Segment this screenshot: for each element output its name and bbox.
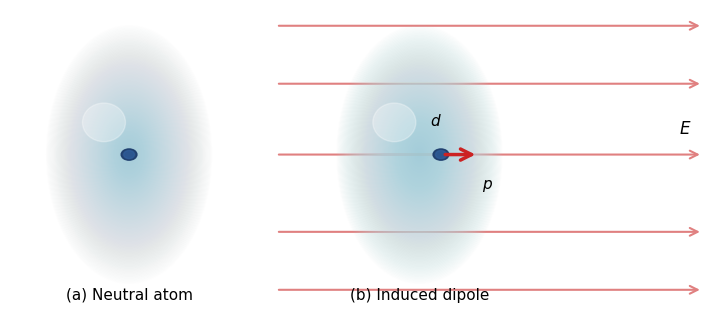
Ellipse shape: [113, 130, 145, 179]
Ellipse shape: [396, 117, 443, 192]
Ellipse shape: [379, 91, 460, 218]
Ellipse shape: [392, 112, 447, 197]
Ellipse shape: [414, 146, 425, 163]
Ellipse shape: [417, 150, 422, 159]
Ellipse shape: [389, 107, 450, 202]
Ellipse shape: [120, 140, 138, 169]
Ellipse shape: [100, 110, 158, 199]
Ellipse shape: [105, 117, 153, 192]
Ellipse shape: [119, 139, 139, 170]
Ellipse shape: [400, 125, 439, 185]
Ellipse shape: [92, 97, 166, 212]
Ellipse shape: [435, 151, 446, 159]
Ellipse shape: [413, 145, 426, 165]
Ellipse shape: [407, 135, 432, 175]
Ellipse shape: [116, 135, 142, 175]
Ellipse shape: [93, 99, 165, 210]
Ellipse shape: [382, 96, 457, 213]
Ellipse shape: [123, 146, 135, 163]
Ellipse shape: [402, 128, 437, 182]
Ellipse shape: [125, 149, 133, 160]
Ellipse shape: [393, 113, 446, 196]
Ellipse shape: [412, 143, 427, 166]
Ellipse shape: [397, 119, 442, 190]
Ellipse shape: [399, 123, 440, 186]
Ellipse shape: [102, 112, 156, 197]
Ellipse shape: [113, 129, 146, 180]
Ellipse shape: [386, 102, 453, 207]
Ellipse shape: [407, 136, 432, 173]
Ellipse shape: [118, 137, 140, 172]
Text: (a) Neutral atom: (a) Neutral atom: [65, 288, 193, 303]
Ellipse shape: [401, 126, 438, 183]
Ellipse shape: [105, 116, 154, 193]
Ellipse shape: [96, 103, 162, 206]
Ellipse shape: [117, 136, 141, 173]
Ellipse shape: [106, 119, 152, 190]
Ellipse shape: [409, 137, 430, 172]
Ellipse shape: [128, 153, 130, 156]
Ellipse shape: [97, 104, 161, 205]
Ellipse shape: [415, 147, 424, 162]
Ellipse shape: [99, 107, 159, 202]
Ellipse shape: [126, 150, 132, 159]
Ellipse shape: [109, 123, 149, 186]
Text: p: p: [483, 177, 492, 192]
Ellipse shape: [373, 103, 416, 142]
Ellipse shape: [399, 122, 440, 187]
Ellipse shape: [107, 120, 151, 189]
Ellipse shape: [384, 100, 455, 209]
Ellipse shape: [433, 149, 449, 160]
Ellipse shape: [416, 149, 423, 160]
Ellipse shape: [127, 152, 131, 157]
Ellipse shape: [110, 126, 148, 183]
Ellipse shape: [94, 100, 164, 209]
Ellipse shape: [412, 142, 427, 167]
Ellipse shape: [397, 120, 442, 189]
Ellipse shape: [379, 90, 461, 219]
Ellipse shape: [115, 133, 143, 176]
Ellipse shape: [419, 153, 420, 156]
Ellipse shape: [403, 129, 436, 180]
Ellipse shape: [386, 103, 452, 206]
Ellipse shape: [409, 139, 429, 170]
Ellipse shape: [389, 106, 450, 203]
Ellipse shape: [100, 109, 158, 200]
Ellipse shape: [394, 116, 444, 193]
Ellipse shape: [406, 133, 433, 176]
Ellipse shape: [410, 140, 429, 169]
Ellipse shape: [404, 130, 435, 179]
Ellipse shape: [108, 122, 150, 187]
Ellipse shape: [123, 145, 136, 165]
Ellipse shape: [390, 109, 449, 200]
Ellipse shape: [383, 97, 456, 212]
Ellipse shape: [110, 125, 148, 185]
Ellipse shape: [121, 149, 137, 160]
Ellipse shape: [417, 152, 422, 157]
Ellipse shape: [384, 99, 455, 210]
Ellipse shape: [112, 128, 146, 182]
Text: (b) Induced dipole: (b) Induced dipole: [350, 288, 489, 303]
Ellipse shape: [95, 102, 163, 207]
Ellipse shape: [98, 106, 160, 203]
Ellipse shape: [381, 94, 458, 215]
Ellipse shape: [103, 115, 155, 194]
Ellipse shape: [394, 115, 445, 194]
Text: E: E: [680, 120, 690, 138]
Ellipse shape: [125, 147, 133, 162]
Ellipse shape: [120, 142, 137, 167]
Ellipse shape: [387, 104, 452, 205]
Ellipse shape: [82, 103, 125, 142]
Ellipse shape: [380, 93, 459, 216]
Ellipse shape: [103, 113, 156, 196]
Ellipse shape: [122, 143, 136, 166]
Ellipse shape: [123, 151, 135, 159]
Ellipse shape: [405, 132, 434, 177]
Ellipse shape: [391, 110, 448, 199]
Ellipse shape: [115, 132, 143, 177]
Text: d: d: [430, 114, 440, 129]
